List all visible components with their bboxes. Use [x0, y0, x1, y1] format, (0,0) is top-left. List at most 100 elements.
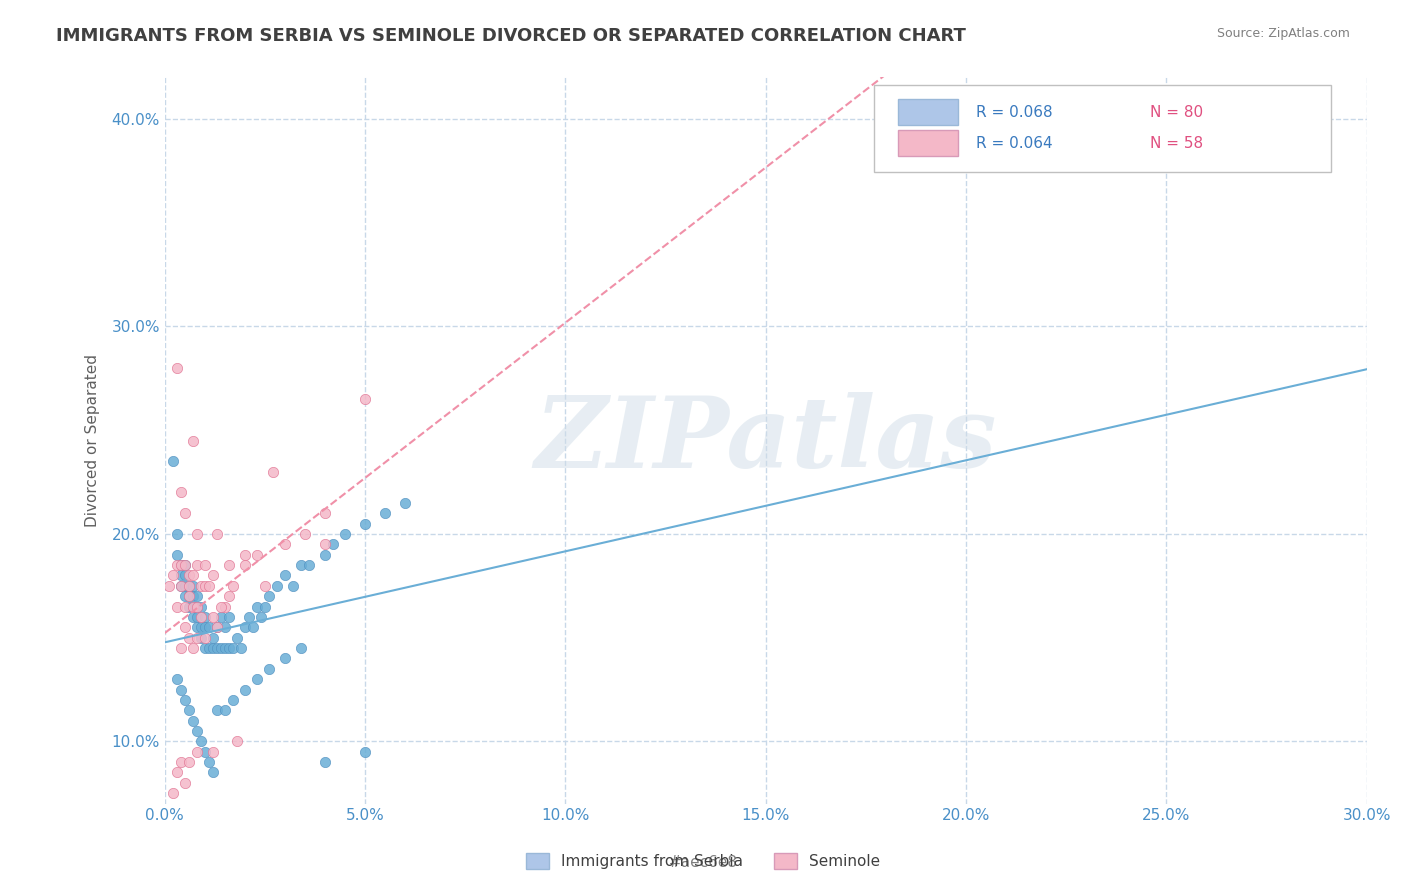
FancyBboxPatch shape — [898, 130, 957, 156]
Point — [238, 610, 260, 624]
Point — [257, 589, 280, 603]
Point — [166, 765, 188, 780]
Point — [374, 506, 396, 520]
Point — [177, 579, 200, 593]
Point — [198, 755, 221, 769]
Point — [173, 599, 195, 614]
Point — [173, 579, 195, 593]
Point — [314, 548, 336, 562]
Point — [222, 579, 245, 593]
Point — [170, 755, 193, 769]
Point — [177, 631, 200, 645]
Point — [201, 745, 224, 759]
Point — [201, 631, 224, 645]
Point — [173, 589, 195, 603]
Point — [257, 662, 280, 676]
Point — [298, 558, 321, 572]
Point — [214, 620, 236, 634]
Point — [290, 640, 312, 655]
Point — [225, 631, 247, 645]
Point — [186, 599, 208, 614]
Point — [250, 610, 273, 624]
Legend: Immigrants from Serbia, Seminole: Immigrants from Serbia, Seminole — [520, 847, 886, 875]
Point — [170, 682, 193, 697]
Point — [262, 465, 284, 479]
Text: ZIPatlas: ZIPatlas — [534, 392, 997, 489]
Point — [162, 568, 184, 582]
Point — [201, 568, 224, 582]
Point — [354, 516, 377, 531]
Point — [170, 558, 193, 572]
Point — [181, 599, 204, 614]
Point — [177, 703, 200, 717]
Point — [194, 640, 217, 655]
Point — [186, 745, 208, 759]
Point — [190, 620, 212, 634]
Text: #aec6e8: #aec6e8 — [668, 855, 738, 870]
Point — [166, 360, 188, 375]
Point — [177, 568, 200, 582]
Point — [201, 610, 224, 624]
Point — [354, 392, 377, 406]
Point — [173, 620, 195, 634]
Point — [225, 734, 247, 748]
Point — [354, 745, 377, 759]
Point — [177, 579, 200, 593]
Point — [194, 631, 217, 645]
FancyBboxPatch shape — [875, 85, 1330, 172]
Point — [170, 579, 193, 593]
Point — [222, 640, 245, 655]
Point — [166, 672, 188, 686]
Point — [218, 558, 240, 572]
Point — [233, 548, 256, 562]
Point — [170, 568, 193, 582]
Point — [218, 610, 240, 624]
Point — [218, 640, 240, 655]
Point — [290, 558, 312, 572]
Point — [205, 620, 228, 634]
Point — [214, 599, 236, 614]
Text: N = 80: N = 80 — [1150, 104, 1204, 120]
Point — [394, 496, 416, 510]
Point — [314, 537, 336, 551]
Point — [333, 527, 356, 541]
Point — [177, 599, 200, 614]
Point — [222, 693, 245, 707]
Point — [181, 640, 204, 655]
Point — [170, 558, 193, 572]
Point — [177, 755, 200, 769]
Point — [209, 599, 232, 614]
Point — [201, 640, 224, 655]
Point — [181, 568, 204, 582]
Point — [201, 765, 224, 780]
Y-axis label: Divorced or Separated: Divorced or Separated — [86, 354, 100, 527]
Point — [209, 640, 232, 655]
Point — [214, 640, 236, 655]
Point — [190, 579, 212, 593]
Point — [194, 558, 217, 572]
Point — [209, 610, 232, 624]
Point — [233, 682, 256, 697]
Point — [242, 620, 264, 634]
Point — [233, 620, 256, 634]
Point — [173, 776, 195, 790]
Point — [253, 579, 276, 593]
Point — [274, 651, 297, 665]
Point — [294, 527, 316, 541]
Point — [205, 620, 228, 634]
FancyBboxPatch shape — [898, 99, 957, 125]
Point — [181, 599, 204, 614]
Point — [186, 589, 208, 603]
Point — [274, 568, 297, 582]
Text: R = 0.068: R = 0.068 — [976, 104, 1053, 120]
Point — [186, 599, 208, 614]
Point — [198, 640, 221, 655]
Point — [253, 599, 276, 614]
Point — [177, 589, 200, 603]
Point — [205, 640, 228, 655]
Point — [173, 506, 195, 520]
Text: N = 58: N = 58 — [1150, 136, 1204, 151]
Point — [162, 786, 184, 800]
Point — [170, 640, 193, 655]
Point — [218, 589, 240, 603]
